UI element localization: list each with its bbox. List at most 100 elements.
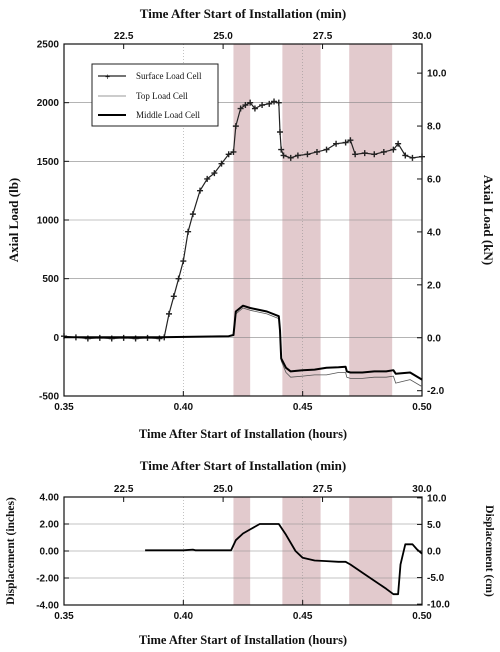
bottom-x-axis-label: Time After Start of Installation (hours) [139,633,347,647]
top-surface-point-47 [395,140,402,147]
bottom-y-tick-label-2: 0.00 [40,547,60,558]
top-y2-tick-label-2: 2.0 [427,280,441,291]
bottom-x-tick-label-0: 0.35 [54,611,74,622]
top-surface-point-26 [251,105,258,112]
top-y2-tick-label-5: 8.0 [427,122,441,133]
bottom-y2-tick-label-1: -5.0 [427,573,445,584]
top-x-tick-label-1: 0.40 [174,402,194,413]
top-surface-point-25 [247,99,254,106]
top-y2-tick-label-0: -2.0 [427,386,445,397]
top-x2-tick-label-2: 27.5 [313,31,333,42]
bottom-x2-tick-label-1: 25.0 [213,484,233,495]
bottom-y2-tick-label-4: 10.0 [427,493,447,504]
top-surface-point-43 [361,150,368,157]
top-surface-point-28 [266,100,273,107]
top-surface-point-19 [218,160,225,167]
bottom-x2-tick-label-3: 30.0 [412,484,432,495]
top-y2-tick-label-4: 6.0 [427,174,441,185]
top-y-tick-label-0: -500 [39,392,59,403]
top-series-line-1 [64,307,423,387]
top-x2-tick-label-0: 22.5 [114,31,134,42]
top-surface-point-10 [166,310,173,317]
legend-entry-surface: Surface Load Cell [136,71,202,81]
top-x2-tick-label-3: 30.0 [412,31,432,42]
bottom-y-tick-label-0: -4.00 [36,601,59,612]
top-surface-point-32 [278,146,285,153]
top-surface-point-11 [170,293,177,300]
top-x-tick-label-2: 0.45 [293,402,313,413]
bottom-y2-tick-label-0: -10.0 [427,600,450,611]
bottom-x2-tick-label-2: 27.5 [313,484,333,495]
top-y-axis-label: Axial Load (lb) [6,178,21,263]
top-surface-point-21 [230,148,237,155]
top-surface-point-31 [276,129,283,135]
top-x-tick-label-0: 0.35 [54,402,74,413]
bottom-y2-tick-label-3: 5.0 [427,520,441,531]
top-surface-point-37 [313,148,320,155]
top-surface-point-50 [419,153,425,160]
top-x2-axis-label: Time After Start of Installation (min) [140,6,346,21]
top-y2-tick-label-6: 10.0 [427,69,447,80]
bottom-gridlines [64,497,422,605]
top-surface-point-14 [185,228,192,235]
top-y2-tick-label-1: 0.0 [427,333,441,344]
bottom-series-lines [145,523,423,596]
bottom-x2-axis-label: Time After Start of Installation (min) [140,458,346,473]
legend-entry-top: Top Load Cell [136,91,188,101]
top-surface-point-34 [287,154,294,161]
top-surface-point-42 [352,151,359,158]
top-y-tick-label-5: 2000 [37,98,60,109]
top-x2-tick-label-1: 25.0 [213,31,233,42]
bottom-y2-tick-label-2: 0.0 [427,547,441,558]
top-surface-point-44 [371,151,378,158]
bottom-y-axis-label: Displacement (inches) [5,497,17,605]
top-surface-point-23 [237,105,244,112]
bottom-y-tick-label-4: 4.00 [40,493,60,504]
top-ticks: -500 0 500 1000 1500 2000 2500 -2.0 0.0 2.0 4.0 6.0… [37,31,447,413]
top-surface-point-12 [175,275,182,282]
top-surface-point-48 [402,152,409,159]
displacement-chart: -4.00 -2.00 0.00 2.00 4.00 -10.0 -5.0 0.0 5.0 10.… [5,458,495,647]
top-y-tick-label-1: 0 [53,333,59,344]
top-surface-point-27 [259,102,266,109]
top-y-tick-label-6: 2500 [37,40,60,51]
top-surface-point-20 [225,151,232,158]
top-x-axis-label: Time After Start of Installation (hours) [139,427,347,441]
bottom-y-tick-label-1: -2.00 [36,574,59,585]
top-y-tick-label-2: 500 [42,274,59,285]
top-surface-point-30 [275,99,282,106]
top-surface-point-38 [323,146,330,153]
bottom-x-tick-label-2: 0.45 [293,611,313,622]
top-surface-point-49 [409,154,416,161]
axial-load-chart: -500 0 500 1000 1500 2000 2500 -2.0 0.0 2.0 4.0 6.0… [6,6,496,441]
top-surface-point-24 [242,102,249,109]
top-x-tick-label-3: 0.50 [412,402,432,413]
top-surface-point-13 [180,258,187,265]
top-surface-point-17 [204,175,211,182]
top-surface-point-22 [232,123,239,130]
top-series-line-2 [64,304,423,381]
top-surface-point-36 [304,151,311,158]
top-surface-point-40 [342,139,349,146]
top-surface-point-29 [271,98,278,105]
top-surface-point-18 [211,170,218,177]
bottom-y2-axis-label: Displacement (cm) [483,505,495,597]
top-surface-point-45 [380,148,387,155]
top-surface-point-41 [347,137,354,144]
top-series-lines [61,98,425,387]
legend-plus-marker: + [105,72,110,82]
top-surface-point-15 [189,211,196,218]
bottom-x-tick-label-3: 0.50 [412,611,432,622]
top-surface-point-35 [294,152,301,159]
bottom-series-line-0 [145,523,423,596]
top-y-tick-label-4: 1500 [37,157,60,168]
top-surface-point-46 [390,146,397,153]
top-y-tick-label-3: 1000 [37,216,60,227]
bottom-y-tick-label-3: 2.00 [40,520,60,531]
bottom-x-tick-label-1: 0.40 [174,611,194,622]
top-y2-axis-label: Axial Load (kN) [481,175,496,265]
legend: + Surface Load Cell Top Load Cell Middle… [91,63,219,127]
bottom-ticks: -4.00 -2.00 0.00 2.00 4.00 -10.0 -5.0 0.0 5.0 10.… [36,484,450,622]
top-surface-point-39 [333,140,340,147]
